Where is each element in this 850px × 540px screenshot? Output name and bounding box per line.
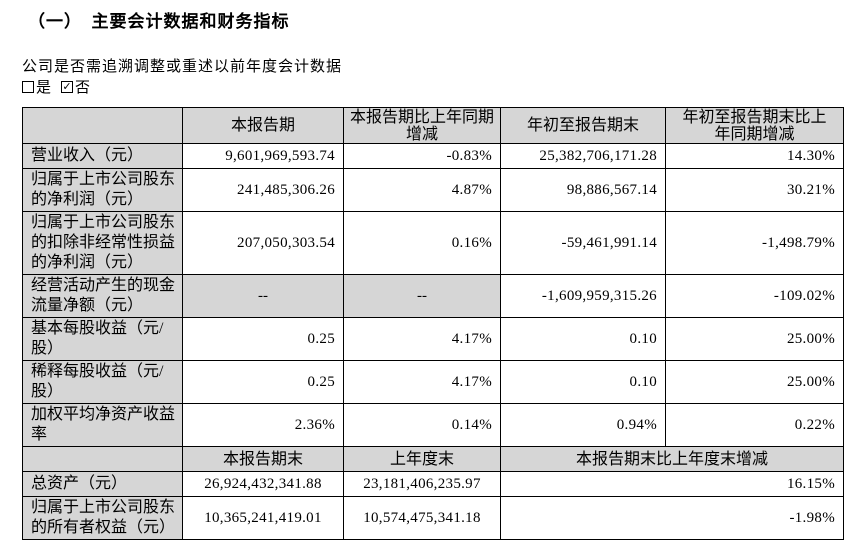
- table-cell: 0.94%: [500, 403, 666, 447]
- table-cell: 14.30%: [665, 143, 844, 169]
- header-prior-year-end: 上年度末: [343, 446, 501, 472]
- table-cell: 10,574,475,341.18: [343, 496, 501, 540]
- table-cell: --: [343, 274, 501, 318]
- table-cell: 0.16%: [343, 211, 501, 275]
- table-cell: 25.00%: [665, 317, 844, 361]
- table-cell: 0.10: [500, 360, 666, 404]
- table-cell: 0.22%: [665, 403, 844, 447]
- table-cell: 2.36%: [182, 403, 344, 447]
- table-row: 加权平均净资产收益 率 2.36% 0.14% 0.94% 0.22%: [22, 403, 844, 447]
- section-title: （一） 主要会计数据和财务指标: [28, 12, 290, 31]
- table-row: 总资产（元） 26,924,432,341.88 23,181,406,235.…: [22, 471, 844, 497]
- row-label-total-assets: 总资产（元）: [22, 471, 183, 497]
- restate-options: 是 ✓ 否: [22, 76, 90, 97]
- table-cell: 16.15%: [500, 471, 844, 497]
- table-cell: 0.25: [182, 360, 344, 404]
- checkbox-yes[interactable]: 是: [22, 76, 51, 97]
- header-period-end: 本报告期末: [182, 446, 344, 472]
- table-cell: -0.83%: [343, 143, 501, 169]
- header-period-yoy-change: 本报告期比上年同期 增减: [343, 107, 501, 144]
- table-cell: 0.25: [182, 317, 344, 361]
- checkbox-no-label: 否: [75, 80, 91, 96]
- header-ytd: 年初至报告期末: [500, 107, 666, 144]
- table-cell: 25.00%: [665, 360, 844, 404]
- table-cell: 0.10: [500, 317, 666, 361]
- row-label-diluted-eps: 稀释每股收益（元/ 股）: [22, 360, 183, 404]
- row-label-revenue: 营业收入（元）: [22, 143, 183, 169]
- table-cell: -109.02%: [665, 274, 844, 318]
- table-cell: 10,365,241,419.01: [182, 496, 344, 540]
- table-row: 经营活动产生的现金 流量净额（元） -- -- -1,609,959,315.2…: [22, 274, 844, 318]
- table-cell: 0.14%: [343, 403, 501, 447]
- table-cell: -1,498.79%: [665, 211, 844, 275]
- table-row: 稀释每股收益（元/ 股） 0.25 4.17% 0.10 25.00%: [22, 360, 844, 404]
- table-cell: 207,050,303.54: [182, 211, 344, 275]
- table-row: 基本每股收益（元/ 股） 0.25 4.17% 0.10 25.00%: [22, 317, 844, 361]
- table-cell: 26,924,432,341.88: [182, 471, 344, 497]
- table-cell: 241,485,306.26: [182, 168, 344, 212]
- table-cell: 30.21%: [665, 168, 844, 212]
- row-label-net-profit-excl-nonrecurring: 归属于上市公司股东 的扣除非经常性损益 的净利润（元）: [22, 211, 183, 275]
- table-row: 归属于上市公司股东 的所有者权益（元） 10,365,241,419.01 10…: [22, 496, 844, 540]
- table-cell: -59,461,991.14: [500, 211, 666, 275]
- header-period-end-change: 本报告期末比上年度末增减: [500, 446, 844, 472]
- header-blank: [22, 446, 183, 472]
- row-label-operating-cash-flow: 经营活动产生的现金 流量净额（元）: [22, 274, 183, 318]
- checkbox-unchecked-icon[interactable]: [22, 80, 34, 93]
- table-header-row-period: 本报告期 本报告期比上年同期 增减 年初至报告期末 年初至报告期末比上 年同期增…: [22, 107, 844, 144]
- header-current-period: 本报告期: [182, 107, 344, 144]
- row-label-equity-attributable: 归属于上市公司股东 的所有者权益（元）: [22, 496, 183, 540]
- table-cell: 98,886,567.14: [500, 168, 666, 212]
- table-cell: 9,601,969,593.74: [182, 143, 344, 169]
- table-header-row-period-end: 本报告期末 上年度末 本报告期末比上年度末增减: [22, 446, 844, 472]
- table-cell: 23,181,406,235.97: [343, 471, 501, 497]
- checkbox-checked-icon[interactable]: ✓: [61, 80, 74, 93]
- table-cell: 4.17%: [343, 360, 501, 404]
- table-cell: -1,609,959,315.26: [500, 274, 666, 318]
- row-label-weighted-avg-roe: 加权平均净资产收益 率: [22, 403, 183, 447]
- header-blank: [22, 107, 183, 144]
- table-cell: 25,382,706,171.28: [500, 143, 666, 169]
- table-cell: 4.17%: [343, 317, 501, 361]
- table-row: 营业收入（元） 9,601,969,593.74 -0.83% 25,382,7…: [22, 143, 844, 169]
- row-label-net-profit: 归属于上市公司股东 的净利润（元）: [22, 168, 183, 212]
- table-cell: -1.98%: [500, 496, 844, 540]
- restate-question: 公司是否需追溯调整或重述以前年度会计数据: [22, 59, 343, 75]
- financial-indicators-table: 本报告期 本报告期比上年同期 增减 年初至报告期末 年初至报告期末比上 年同期增…: [22, 107, 844, 540]
- header-ytd-yoy-change: 年初至报告期末比上 年同期增减: [665, 107, 844, 144]
- table-row: 归属于上市公司股东 的扣除非经常性损益 的净利润（元） 207,050,303.…: [22, 211, 844, 275]
- checkbox-yes-label: 是: [36, 80, 52, 96]
- table-row: 归属于上市公司股东 的净利润（元） 241,485,306.26 4.87% 9…: [22, 168, 844, 212]
- checkbox-no[interactable]: ✓ 否: [61, 76, 90, 97]
- table-cell: 4.87%: [343, 168, 501, 212]
- table-cell: --: [182, 274, 344, 318]
- row-label-basic-eps: 基本每股收益（元/ 股）: [22, 317, 183, 361]
